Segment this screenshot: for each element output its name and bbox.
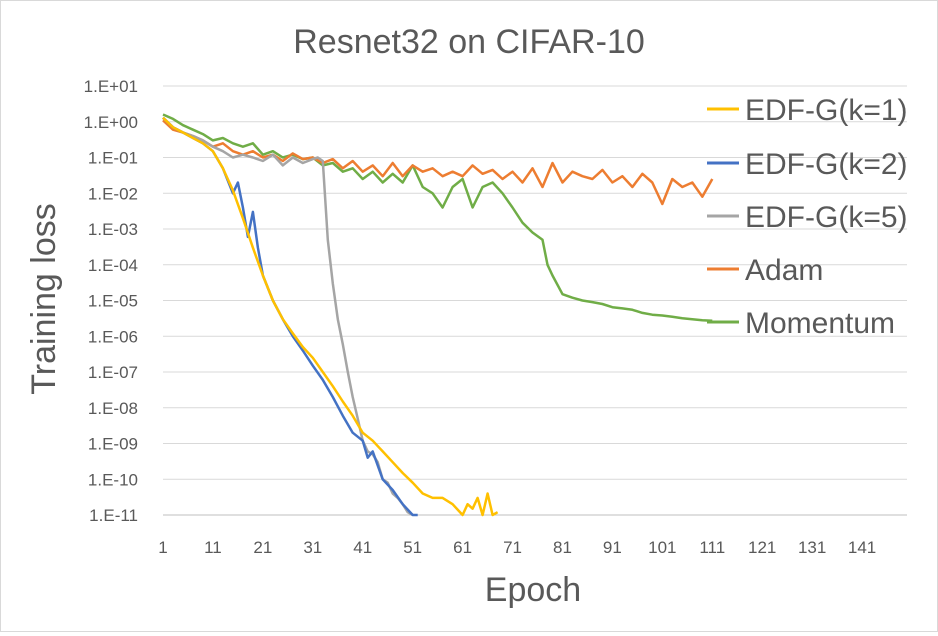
chart-title: Resnet32 on CIFAR-10 xyxy=(293,23,645,61)
y-tick-label: 1.E-06 xyxy=(88,327,138,346)
x-tick-label: 101 xyxy=(648,538,676,557)
x-tick-labels: 1 11 21 31 41 51 61 71 81 91 101 111 121 131 141 xyxy=(158,538,876,557)
y-tick-label: 1.E-02 xyxy=(88,184,138,203)
x-tick-label: 131 xyxy=(798,538,826,557)
x-tick-label: 51 xyxy=(403,538,422,557)
grid-lines xyxy=(163,85,907,516)
y-tick-label: 1.E-11 xyxy=(89,506,138,525)
x-tick-label: 81 xyxy=(553,538,572,557)
legend-item: EDF-G(k=2) xyxy=(707,148,908,181)
y-tick-label: 1.E-05 xyxy=(88,292,138,311)
x-tick-label: 91 xyxy=(603,538,622,557)
x-tick-label: 141 xyxy=(848,538,876,557)
x-tick-label: 11 xyxy=(204,538,222,557)
series-line-adam xyxy=(162,119,714,206)
y-tick-label: 1.E-07 xyxy=(88,363,138,382)
x-axis-label: Epoch xyxy=(485,571,581,609)
legend-label: Adam xyxy=(745,254,823,287)
y-tick-label: 1.E-04 xyxy=(88,256,138,275)
series-lines xyxy=(162,113,714,517)
legend-label: EDF-G(k=1) xyxy=(745,94,908,127)
x-tick-label: 61 xyxy=(453,538,472,557)
legend-label: EDF-G(k=2) xyxy=(745,148,908,181)
legend-item: EDF-G(k=5) xyxy=(707,201,908,234)
y-tick-label: 1.E-10 xyxy=(88,470,138,489)
x-tick-label: 111 xyxy=(699,538,725,557)
legend: EDF-G(k=1) EDF-G(k=2) EDF-G(k=5) Adam Moment… xyxy=(707,94,908,340)
y-tick-label: 1.E-08 xyxy=(88,399,138,418)
x-tick-label: 121 xyxy=(748,538,776,557)
legend-label: Momentum xyxy=(745,307,895,340)
x-tick-label: 71 xyxy=(503,538,522,557)
x-tick-label: 1 xyxy=(158,538,167,557)
y-tick-label: 1.E+00 xyxy=(84,113,138,132)
x-tick-label: 41 xyxy=(353,538,372,557)
series-line-momentum xyxy=(162,113,713,323)
series-line-edf-g-k-1 xyxy=(162,116,499,517)
y-axis-label: Training loss xyxy=(25,203,63,394)
y-tick-label: 1.E+01 xyxy=(84,77,138,96)
legend-item: Momentum xyxy=(707,307,895,340)
legend-label: EDF-G(k=5) xyxy=(745,201,908,234)
x-tick-label: 21 xyxy=(253,538,272,557)
y-tick-labels: 1.E+01 1.E+00 1.E-01 1.E-02 1.E-03 1.E-04 1.E-… xyxy=(84,77,138,525)
y-tick-label: 1.E-09 xyxy=(88,435,138,454)
y-tick-label: 1.E-01 xyxy=(88,149,138,168)
y-tick-label: 1.E-03 xyxy=(88,220,138,239)
legend-item: Adam xyxy=(707,254,823,287)
legend-item: EDF-G(k=1) xyxy=(707,94,908,127)
x-tick-label: 31 xyxy=(303,538,322,557)
